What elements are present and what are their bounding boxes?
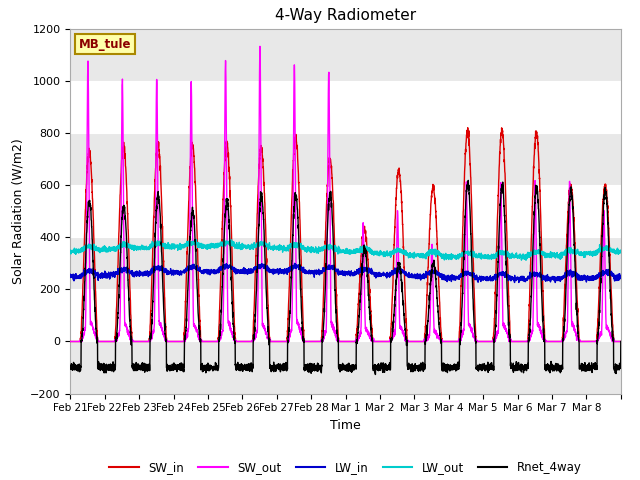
LW_out	[573, 250, 580, 256]
Line: SW_out: SW_out	[70, 47, 621, 341]
SW_in	[617, 338, 625, 344]
SW_out	[573, 337, 580, 343]
LW_in	[291, 261, 298, 266]
LW_in	[302, 268, 310, 274]
Rnet_4way	[372, 372, 380, 377]
Bar	[70, 341, 621, 394]
SW_out	[600, 209, 608, 215]
LW_in	[467, 271, 474, 276]
LW_in	[552, 280, 559, 286]
LW_out	[617, 249, 625, 255]
SW_in	[573, 281, 580, 287]
Rnet_4way	[298, 313, 305, 319]
Rnet_4way	[302, 361, 310, 367]
Title: 4-Way Radiometer: 4-Way Radiometer	[275, 9, 416, 24]
LW_out	[467, 252, 474, 258]
SW_out	[328, 321, 336, 327]
SW_in	[302, 338, 310, 344]
LW_in	[328, 264, 336, 269]
Rnet_4way	[617, 338, 625, 344]
Line: Rnet_4way: Rnet_4way	[70, 180, 621, 374]
LW_in	[298, 266, 306, 272]
LW_in	[617, 273, 625, 279]
LW_out	[67, 249, 74, 254]
Y-axis label: Solar Radiation (W/m2): Solar Radiation (W/m2)	[12, 138, 24, 284]
Text: MB_tule: MB_tule	[79, 38, 131, 51]
LW_in	[67, 272, 74, 277]
Rnet_4way	[328, 208, 336, 214]
SW_in	[464, 125, 472, 131]
SW_out	[298, 334, 306, 340]
LW_out	[220, 237, 228, 242]
Legend: SW_in, SW_out, LW_in, LW_out, Rnet_4way: SW_in, SW_out, LW_in, LW_out, Rnet_4way	[105, 456, 586, 479]
LW_out	[522, 257, 530, 263]
Line: LW_in: LW_in	[70, 264, 621, 283]
SW_in	[67, 338, 74, 344]
Bar	[70, 29, 621, 81]
X-axis label: Time: Time	[330, 419, 361, 432]
Line: LW_out: LW_out	[70, 240, 621, 260]
LW_in	[573, 273, 580, 279]
Rnet_4way	[573, 308, 580, 313]
LW_out	[600, 246, 608, 252]
SW_in	[600, 187, 608, 192]
SW_in	[328, 171, 336, 177]
Rnet_4way	[67, 363, 74, 369]
SW_out	[67, 338, 74, 344]
Bar	[70, 133, 621, 185]
LW_out	[328, 246, 336, 252]
SW_in	[298, 274, 305, 279]
Rnet_4way	[465, 178, 472, 183]
Bar	[70, 237, 621, 289]
Rnet_4way	[600, 196, 608, 202]
LW_out	[302, 248, 310, 253]
Line: SW_in: SW_in	[70, 128, 621, 341]
LW_in	[600, 270, 608, 276]
SW_out	[302, 338, 310, 344]
SW_out	[256, 44, 264, 49]
SW_out	[467, 324, 474, 329]
LW_out	[298, 244, 306, 250]
Rnet_4way	[467, 221, 474, 227]
SW_in	[467, 167, 474, 172]
SW_out	[617, 338, 625, 344]
